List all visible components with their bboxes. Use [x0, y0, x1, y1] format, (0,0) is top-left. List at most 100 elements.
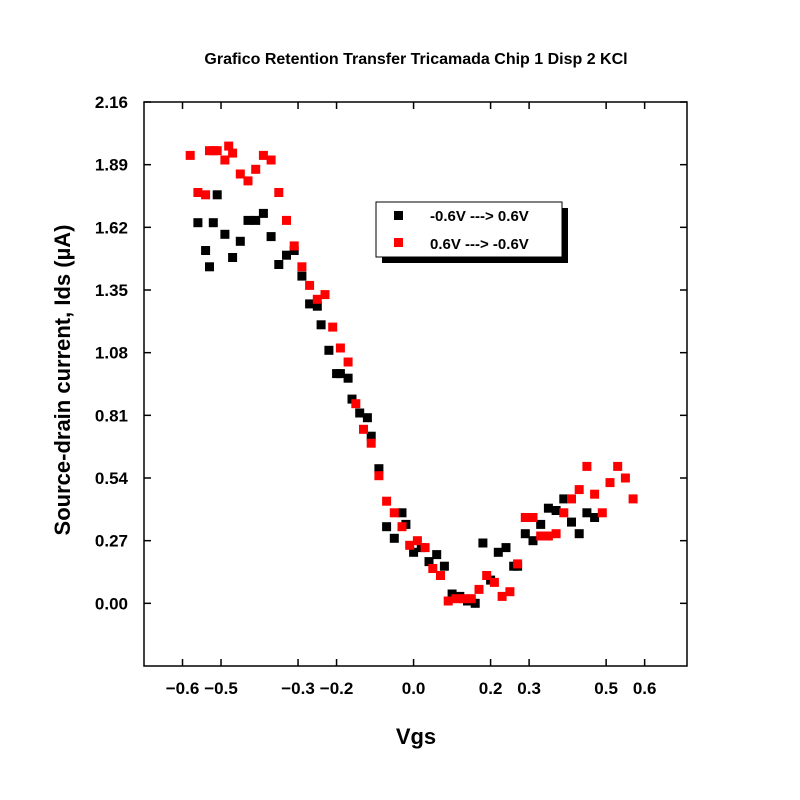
data-point-series-2 — [412, 536, 422, 546]
data-point-series-1 — [251, 215, 261, 225]
data-point-series-1 — [193, 218, 203, 228]
legend-label-series-2: 0.6V ---> -0.6V — [430, 236, 529, 253]
data-point-series-2 — [428, 564, 438, 573]
x-tick-label: −0.5 — [204, 679, 238, 698]
data-point-series-2 — [335, 343, 345, 353]
data-point-series-1 — [258, 208, 268, 218]
data-point-series-2 — [201, 190, 211, 200]
data-point-series-2 — [597, 508, 607, 518]
data-point-series-2 — [536, 531, 546, 541]
data-point-series-2 — [482, 571, 492, 580]
data-point-series-2 — [551, 529, 561, 539]
data-point-series-1 — [493, 547, 503, 557]
x-tick-label: −0.3 — [281, 679, 315, 698]
data-point-series-2 — [582, 461, 592, 471]
y-tick-label: 2.16 — [95, 93, 128, 112]
data-point-series-2 — [382, 496, 392, 506]
data-point-series-2 — [228, 148, 238, 158]
data-point-series-1 — [424, 557, 434, 567]
data-point-series-2 — [474, 584, 484, 594]
data-point-series-1 — [316, 320, 326, 330]
data-point-series-1 — [335, 369, 345, 379]
data-point-series-2 — [305, 280, 315, 290]
data-point-series-2 — [235, 169, 245, 179]
data-point-series-2 — [397, 522, 407, 532]
data-point-series-1 — [343, 373, 353, 383]
data-point-series-2 — [459, 594, 469, 604]
data-point-series-1 — [574, 529, 584, 539]
y-tick-label: 1.08 — [95, 344, 128, 363]
data-point-series-2 — [251, 164, 261, 174]
data-point-series-1 — [397, 508, 407, 518]
y-tick-label: 1.35 — [95, 281, 128, 300]
y-tick-label: 1.89 — [95, 156, 128, 175]
plot-frame — [143, 101, 688, 667]
data-point-series-1 — [536, 519, 546, 529]
x-axis: −0.6 −0.5 −0.3 −0.2 0.0 0.2 0.3 0.5 0.6 — [166, 102, 657, 698]
data-point-series-2 — [574, 485, 584, 495]
data-point-series-2 — [185, 150, 195, 160]
x-tick-label: 0.6 — [633, 679, 657, 698]
legend-label-series-1: -0.6V ---> 0.6V — [430, 208, 529, 225]
data-point-series-2 — [366, 438, 376, 448]
data-point-series-2 — [436, 571, 445, 580]
data-point-series-2 — [343, 357, 353, 367]
data-point-series-1 — [366, 431, 376, 441]
data-point-series-2 — [505, 587, 515, 597]
data-point-series-1 — [201, 246, 211, 255]
x-tick-label: 0.5 — [594, 679, 618, 698]
data-point-series-2 — [266, 155, 276, 165]
x-axis-title: Vgs — [396, 724, 436, 749]
data-point-series-1 — [409, 547, 419, 557]
x-tick-label: 0.3 — [517, 679, 541, 698]
y-axis-title: Source-drain current, Ids (µA) — [50, 225, 75, 536]
data-point-series-2 — [543, 531, 553, 541]
data-point-series-2 — [359, 424, 368, 434]
data-point-series-1 — [347, 394, 357, 404]
data-point-series-1 — [212, 190, 222, 200]
data-point-series-2 — [590, 489, 600, 499]
data-point-series-1 — [501, 543, 511, 553]
data-point-series-2 — [559, 508, 569, 518]
data-points — [185, 141, 638, 608]
data-point-series-1 — [551, 506, 561, 515]
data-point-series-1 — [282, 250, 291, 260]
data-point-series-1 — [382, 522, 392, 532]
legend-box — [375, 201, 563, 258]
data-point-series-2 — [224, 141, 234, 151]
y-tick-label: 1.62 — [95, 218, 128, 237]
data-point-series-2 — [605, 478, 615, 488]
data-point-series-2 — [351, 399, 361, 409]
legend-marker-series-2 — [394, 238, 403, 247]
y-tick-label: 0.54 — [95, 469, 129, 488]
x-tick-label: −0.6 — [166, 679, 200, 698]
data-point-series-2 — [243, 176, 253, 186]
data-point-series-2 — [374, 471, 384, 481]
data-point-series-2 — [320, 290, 330, 300]
data-point-series-1 — [235, 236, 245, 246]
data-point-series-1 — [355, 408, 365, 418]
data-point-series-1 — [559, 494, 569, 504]
y-tick-label: 0.27 — [95, 532, 128, 551]
data-point-series-2 — [405, 540, 415, 550]
data-point-series-2 — [620, 473, 630, 483]
data-point-series-1 — [389, 533, 399, 543]
data-point-series-1 — [274, 260, 284, 269]
data-point-series-1 — [374, 464, 384, 474]
data-point-series-2 — [282, 215, 291, 225]
data-point-series-2 — [193, 188, 203, 197]
data-point-series-1 — [439, 561, 449, 571]
data-point-series-2 — [489, 577, 499, 587]
data-point-series-1 — [228, 253, 238, 262]
data-point-series-1 — [470, 598, 480, 608]
data-point-series-2 — [628, 494, 638, 504]
data-point-series-2 — [513, 559, 523, 569]
data-point-series-2 — [497, 591, 507, 601]
data-point-series-1 — [567, 517, 576, 527]
data-point-series-2 — [528, 513, 538, 522]
y-tick-label: 0.81 — [95, 406, 128, 425]
data-point-series-2 — [220, 155, 230, 165]
data-point-series-2 — [420, 543, 430, 553]
data-point-series-2 — [289, 241, 299, 251]
data-point-series-1 — [205, 262, 214, 272]
